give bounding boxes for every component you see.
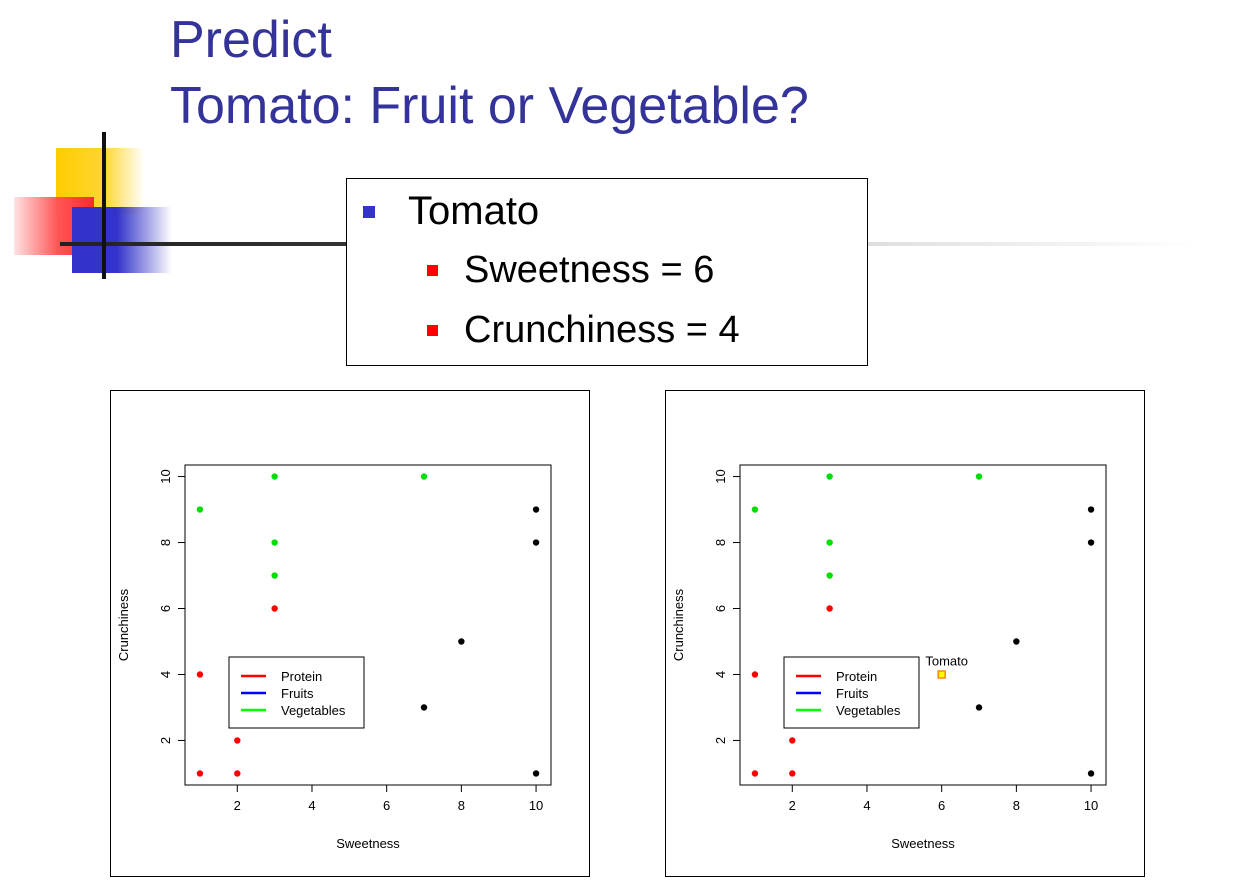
tomato-label: Tomato (925, 653, 968, 668)
decor-vertical-rule (102, 132, 106, 279)
scatter-plot-right: 2 4 6 8 10 Sweetness 2 4 6 8 10 Crunchiness Tomato Pr… (665, 390, 1145, 877)
y-tick-label: 6 (158, 605, 173, 612)
legend-label: Vegetables (836, 703, 901, 718)
data-point (532, 539, 540, 546)
square-bullet-icon (427, 325, 438, 336)
info-item: Tomato (363, 189, 539, 234)
tomato-marker (937, 670, 946, 679)
data-point (751, 770, 759, 777)
y-tick-label: 2 (713, 737, 728, 744)
data-point (826, 539, 833, 546)
data-point (789, 770, 796, 777)
y-tick-label: 10 (158, 469, 173, 483)
square-bullet-icon (427, 265, 438, 276)
x-axis-label: Sweetness (891, 836, 955, 851)
legend-label: Fruits (281, 686, 314, 701)
x-tick-label: 4 (308, 798, 315, 813)
slide-title-line-1: Predict (170, 11, 332, 69)
scatter-plot-left-svg: 2 4 6 8 10 Sweetness 2 4 6 8 10 Crunchiness Protein F… (116, 464, 552, 851)
y-tick-label: 4 (158, 671, 173, 678)
data-point (751, 506, 759, 513)
info-sub-item-label: Sweetness = 6 (464, 249, 715, 291)
y-tick-label: 8 (158, 539, 173, 546)
legend-label: Protein (281, 669, 322, 684)
x-tick-label: 4 (863, 798, 870, 813)
y-tick-label: 10 (713, 469, 728, 483)
info-sub-item-crunchiness: Crunchiness = 4 (427, 309, 740, 352)
info-sub-item-label: Crunchiness = 4 (464, 309, 740, 351)
x-tick-label: 10 (529, 798, 543, 813)
y-tick-label: 6 (713, 605, 728, 612)
slide-title-line-2: Tomato: Fruit or Vegetable? (170, 77, 809, 135)
tomato-info-box: Tomato Sweetness = 6 Crunchiness = 4 (346, 178, 868, 366)
legend-label: Vegetables (281, 703, 346, 718)
plot-area-box (739, 464, 1107, 786)
data-point (420, 704, 428, 711)
x-tick-label: 10 (1084, 798, 1098, 813)
data-point (271, 473, 278, 480)
data-point (458, 638, 465, 645)
data-point (271, 605, 278, 612)
data-point (1087, 770, 1095, 777)
y-axis-label: Crunchiness (116, 588, 131, 661)
data-point (789, 737, 796, 744)
x-tick-label: 8 (458, 798, 465, 813)
data-point (1087, 506, 1095, 513)
data-point (271, 539, 278, 546)
y-tick-label: 8 (713, 539, 728, 546)
legend-label: Fruits (836, 686, 869, 701)
data-point (826, 605, 833, 612)
legend-label: Protein (836, 669, 877, 684)
data-point (196, 671, 204, 678)
data-point (1087, 539, 1095, 546)
data-point (234, 737, 241, 744)
plot-area-box (184, 464, 552, 786)
data-point (751, 671, 759, 678)
x-tick-label: 2 (789, 798, 796, 813)
y-axis-label: Crunchiness (671, 588, 686, 661)
scatter-plot-left: 2 4 6 8 10 Sweetness 2 4 6 8 10 Crunchiness Protein F… (110, 390, 590, 877)
y-tick-label: 2 (158, 737, 173, 744)
data-point (826, 572, 833, 579)
data-point (532, 770, 540, 777)
decor-blue-square (72, 207, 172, 273)
x-tick-label: 6 (383, 798, 390, 813)
y-tick-label: 4 (713, 671, 728, 678)
scatter-plot-right-svg: 2 4 6 8 10 Sweetness 2 4 6 8 10 Crunchiness Tomato Pr… (671, 464, 1107, 851)
data-point (975, 704, 983, 711)
data-point (420, 473, 428, 480)
data-point (196, 506, 204, 513)
square-bullet-icon (363, 205, 375, 218)
info-sub-item-sweetness: Sweetness = 6 (427, 249, 714, 292)
info-item-label: Tomato (408, 189, 540, 233)
x-axis-label: Sweetness (336, 836, 400, 851)
data-point (196, 770, 204, 777)
data-point (234, 770, 241, 777)
x-tick-label: 2 (234, 798, 241, 813)
data-point (826, 473, 833, 480)
data-point (1013, 638, 1020, 645)
data-point (271, 572, 278, 579)
data-point (975, 473, 983, 480)
x-tick-label: 6 (938, 798, 945, 813)
data-point (532, 506, 540, 513)
x-tick-label: 8 (1013, 798, 1020, 813)
